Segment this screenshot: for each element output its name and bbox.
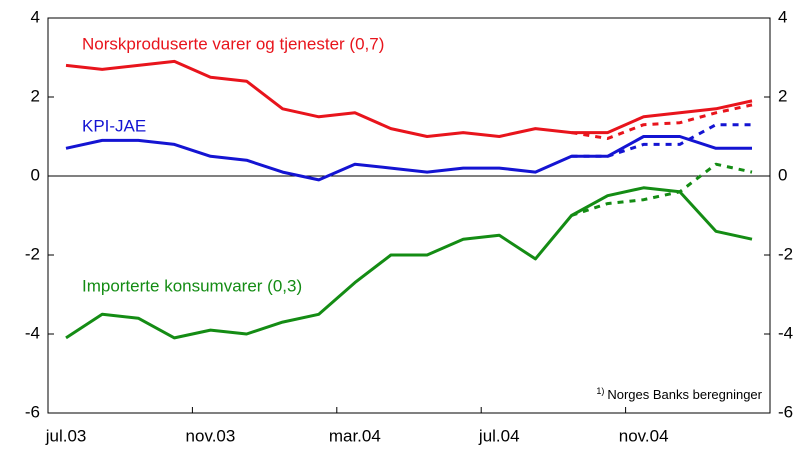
x-tick-label: jul.04 (478, 426, 520, 445)
x-tick-label: mar.04 (329, 426, 381, 445)
y2-tick-label: -2 (778, 244, 793, 263)
y-tick-label: -6 (25, 402, 40, 421)
series-line (65, 59, 753, 138)
y2-tick-label: -4 (778, 323, 793, 342)
series-line (65, 135, 752, 182)
y2-tick-label: -6 (778, 402, 793, 421)
y-tick-label: 4 (31, 7, 40, 26)
x-tick-label: jul.03 (45, 426, 87, 445)
y-tick-label: 0 (31, 165, 40, 184)
y2-tick-label: 2 (778, 86, 787, 105)
plot-frame (47, 17, 771, 414)
y-tick-label: -4 (25, 323, 40, 342)
x-tick-label: nov.04 (619, 426, 669, 445)
footnote-marker: 1) (596, 386, 604, 396)
y2-tick-label: 0 (778, 165, 787, 184)
y2-tick-label: 4 (778, 7, 787, 26)
series-label: Norskproduserte varer og tjenester (0,7) (82, 34, 384, 53)
y-tick-label: -2 (25, 244, 40, 263)
series-label: Importerte konsumvarer (0,3) (82, 276, 302, 295)
series-label: KPI-JAE (82, 116, 146, 135)
x-tick-label: nov.03 (186, 426, 236, 445)
series-line (65, 186, 753, 340)
y-tick-label: 2 (31, 86, 40, 105)
footnote-text: Norges Banks beregninger (607, 387, 762, 402)
footnote: 1) Norges Banks beregninger (596, 386, 762, 402)
dashed-line (571, 123, 752, 158)
